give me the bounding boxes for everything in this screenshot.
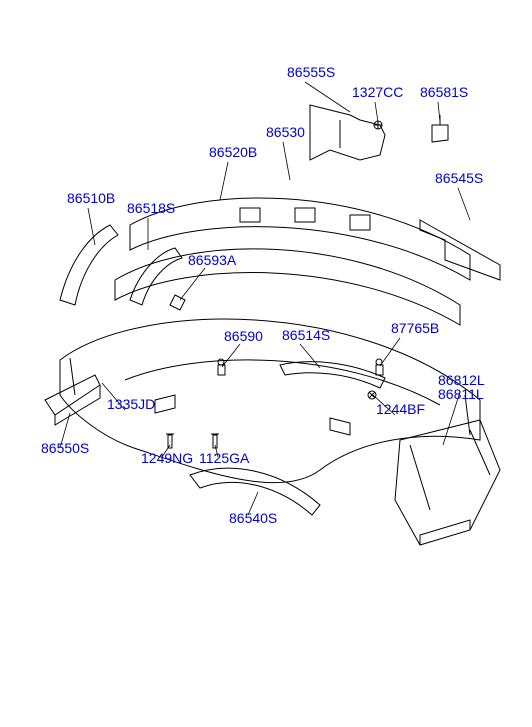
label-1249NG: 1249NG: [141, 450, 193, 466]
label-86593A: 86593A: [188, 252, 236, 268]
label-1327CC: 1327CC: [352, 84, 403, 100]
label-87765B: 87765B: [391, 320, 439, 336]
label-86520B: 86520B: [209, 144, 257, 160]
label-86581S: 86581S: [420, 84, 468, 100]
label-1125GA: 1125GA: [199, 450, 249, 466]
label-86540S: 86540S: [229, 510, 277, 526]
label-86514S: 86514S: [282, 327, 330, 343]
label-86811L: 86811L: [438, 386, 484, 402]
label-86545S: 86545S: [435, 170, 483, 186]
label-86510B: 86510B: [67, 190, 115, 206]
label-1244BF: 1244BF: [376, 401, 425, 417]
label-1335JD: 1335JD: [107, 396, 155, 412]
label-86530: 86530: [266, 124, 305, 140]
label-86518S: 86518S: [127, 200, 175, 216]
parts-diagram: 86555S 1327CC 86581S 86530 86520B 86545S…: [0, 0, 532, 727]
diagram-svg: [0, 0, 532, 727]
label-86590: 86590: [224, 328, 263, 344]
label-86550S: 86550S: [41, 440, 89, 456]
label-86555S: 86555S: [287, 64, 335, 80]
